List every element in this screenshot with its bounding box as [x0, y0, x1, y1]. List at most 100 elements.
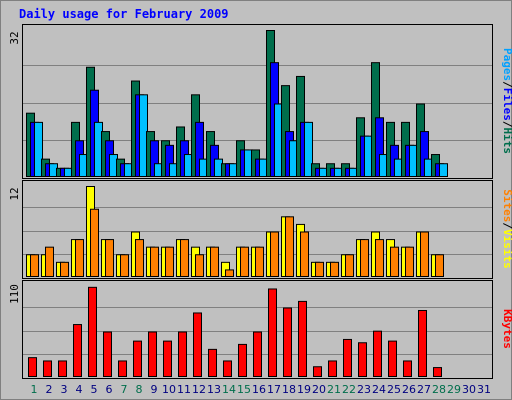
bar-sites-day-12: [195, 254, 204, 277]
y-axis-legend-label: Pages/Files/Hits: [501, 48, 512, 154]
x-tick-label: 20: [312, 383, 326, 396]
bar-sites-day-9: [150, 246, 159, 278]
x-tick-label: 18: [282, 383, 296, 396]
y-axis-max-label: 110: [8, 284, 21, 304]
bar-sites-day-21: [330, 261, 339, 278]
bar-sites-day-1: [30, 254, 39, 277]
bar-sites-day-14: [225, 269, 234, 277]
x-tick-label: 4: [76, 383, 83, 396]
x-tick-label: 5: [91, 383, 98, 396]
bar-kbytes-day-17: [268, 288, 277, 377]
bar-kbytes-day-2: [43, 360, 52, 378]
bar-pages-day-28: [439, 163, 448, 177]
bar-kbytes-day-9: [148, 331, 157, 377]
bar-kbytes-day-22: [343, 338, 352, 378]
bar-kbytes-day-8: [133, 340, 142, 378]
bar-kbytes-day-7: [118, 360, 127, 378]
bar-sites-day-6: [105, 239, 114, 277]
bar-sites-day-22: [345, 254, 354, 277]
panel-bottom: 110 KBytes: [8, 280, 512, 379]
bar-kbytes-day-6: [103, 331, 112, 377]
bar-kbytes-day-20: [313, 366, 322, 377]
panel-middle: 12 Sites/Visits: [8, 180, 512, 279]
x-tick-label: 22: [342, 383, 356, 396]
bar-sites-day-16: [255, 246, 264, 278]
bar-sites-day-10: [165, 246, 174, 278]
bar-kbytes-day-24: [373, 330, 382, 378]
bar-kbytes-day-14: [223, 360, 232, 378]
x-tick-label: 17: [267, 383, 281, 396]
bar-sites-day-11: [180, 239, 189, 277]
legend-separator: /: [501, 121, 512, 128]
bar-sites-day-8: [135, 239, 144, 277]
bar-kbytes-day-21: [328, 360, 337, 378]
y-axis-legend-label: Sites/Visits: [501, 189, 512, 269]
x-tick-label: 28: [432, 383, 446, 396]
bar-sites-day-27: [420, 231, 429, 277]
bar-sites-day-26: [405, 246, 414, 278]
bar-sites-day-7: [120, 254, 129, 277]
bar-sites-day-24: [375, 239, 384, 277]
x-tick-label: 23: [357, 383, 371, 396]
x-tick-label: 19: [297, 383, 311, 396]
bar-pages-day-19: [304, 121, 313, 177]
x-tick-label: 27: [417, 383, 431, 396]
y-axis-max-label: 12: [8, 187, 21, 200]
legend-hits: Hits: [501, 128, 512, 155]
bar-kbytes-day-15: [238, 343, 247, 377]
legend-sites: Sites: [501, 189, 512, 222]
bar-pages-day-1: [34, 121, 43, 177]
x-tick-label: 1: [31, 383, 38, 396]
bar-sites-day-3: [60, 261, 69, 278]
bar-kbytes-day-10: [163, 340, 172, 378]
bar-sites-day-28: [435, 254, 444, 277]
bar-kbytes-day-18: [283, 307, 292, 377]
legend-separator: /: [501, 222, 512, 229]
bar-sites-day-5: [90, 208, 99, 277]
legend-visits: Visits: [501, 229, 512, 269]
legend-pages: Pages: [501, 48, 512, 81]
legend-files: Files: [501, 88, 512, 121]
bar-kbytes-day-27: [418, 309, 427, 377]
x-tick-label: 15: [237, 383, 251, 396]
bar-kbytes-day-23: [358, 342, 367, 377]
x-tick-label: 2: [46, 383, 53, 396]
y-axis-legend-label: KBytes: [501, 309, 512, 349]
y-axis-max-label: 32: [8, 31, 21, 44]
x-tick-label: 30: [462, 383, 476, 396]
chart-title: Daily usage for February 2009: [19, 7, 229, 21]
x-tick-label: 21: [327, 383, 341, 396]
bar-sites-day-20: [315, 261, 324, 278]
bar-kbytes-day-4: [73, 324, 82, 377]
bar-sites-day-15: [240, 246, 249, 278]
bar-sites-day-2: [45, 246, 54, 278]
x-tick-label: 26: [402, 383, 416, 396]
x-tick-label: 29: [447, 383, 461, 396]
x-tick-label: 25: [387, 383, 401, 396]
x-tick-label: 3: [61, 383, 68, 396]
x-tick-label: 6: [106, 383, 113, 396]
bar-sites-day-4: [75, 239, 84, 277]
bar-sites-day-19: [300, 231, 309, 277]
bar-kbytes-day-19: [298, 300, 307, 377]
legend-kbytes: KBytes: [501, 309, 512, 349]
bar-sites-day-25: [390, 246, 399, 278]
bar-kbytes-day-5: [88, 286, 97, 377]
legend-separator: /: [501, 81, 512, 88]
x-tick-label: 31: [477, 383, 491, 396]
bar-sites-day-18: [285, 216, 294, 277]
x-tick-label: 16: [252, 383, 266, 396]
bar-kbytes-day-28: [433, 367, 442, 377]
bar-kbytes-day-25: [388, 340, 397, 378]
x-tick-label: 12: [192, 383, 206, 396]
bar-sites-day-13: [210, 246, 219, 278]
x-tick-label: 7: [121, 383, 128, 396]
x-tick-label: 24: [372, 383, 386, 396]
x-tick-label: 10: [162, 383, 176, 396]
x-tick-label: 9: [151, 383, 158, 396]
x-tick-label: 11: [177, 383, 191, 396]
x-tick-label: 8: [136, 383, 143, 396]
x-tick-label: 14: [222, 383, 236, 396]
